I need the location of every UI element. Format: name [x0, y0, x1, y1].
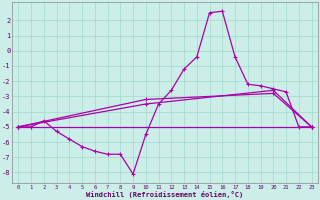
X-axis label: Windchill (Refroidissement éolien,°C): Windchill (Refroidissement éolien,°C): [86, 191, 244, 198]
